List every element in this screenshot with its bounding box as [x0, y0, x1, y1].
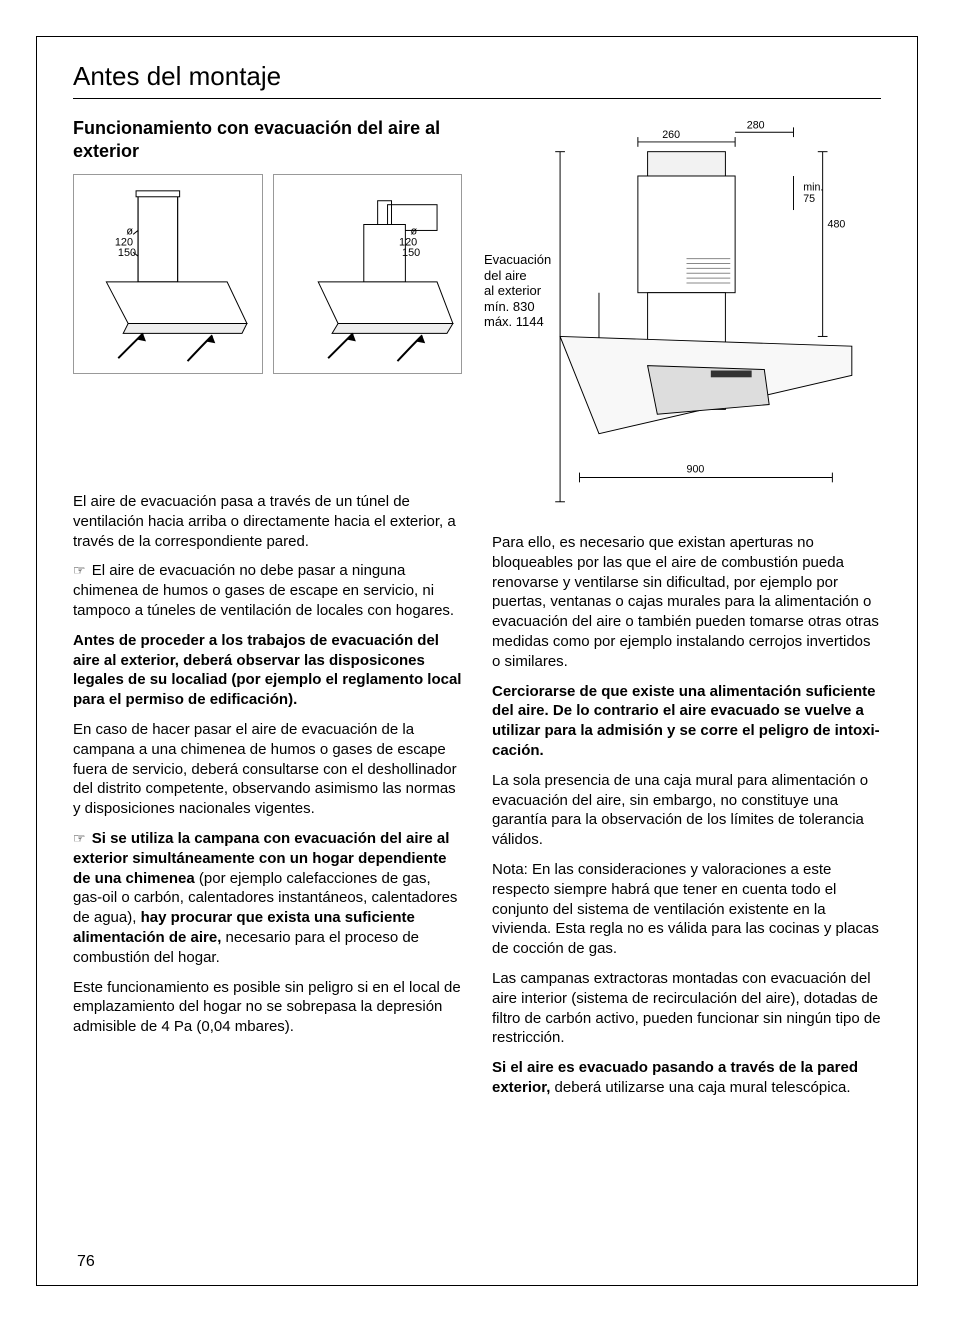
page-title: Antes del montaje — [73, 61, 881, 99]
para-l2: ☞ El aire de evacuación no debe pasar a … — [73, 561, 462, 620]
section-subtitle: Funcionamiento con evacuación del aire a… — [73, 117, 462, 162]
para-r5: Las campanas extractoras montadas con ev… — [492, 969, 881, 1048]
dim-900: 900 — [687, 464, 705, 476]
para-r3: La sola presencia de una caja mural para… — [492, 771, 881, 850]
hand-icon: ☞ — [73, 561, 86, 579]
para-l6: Este funcionamiento es posible sin pelig… — [73, 978, 462, 1037]
para-l1: El aire de evacuación pasa a través de u… — [73, 492, 462, 551]
para-r4: Nota: En las consideraciones y valoracio… — [492, 860, 881, 959]
para-l3: Antes de proceder a los trabajos de evac… — [73, 631, 462, 710]
dim-480: 480 — [828, 219, 846, 231]
page-frame: Antes del montaje Funcionamiento con eva… — [36, 36, 918, 1286]
para-l4: En caso de hacer pasar el aire de evacua… — [73, 720, 462, 819]
diameter-label: ø 120 150 — [115, 225, 136, 259]
para-r6: Si el aire es evacuado pasando a través … — [492, 1058, 881, 1098]
diagram-exhaust-wall: ø 120 150 — [273, 174, 463, 374]
page-number: 76 — [77, 1253, 95, 1271]
small-diagrams-row: ø 120 150 — [73, 174, 462, 374]
diagram-dimensions: 260 280 — [492, 117, 881, 517]
dim-280: 280 — [747, 119, 765, 131]
evacuation-label: Evacuacióndel aireal exteriormín. 830máx… — [484, 252, 569, 330]
left-column: Funcionamiento con evacuación del aire a… — [73, 117, 462, 1108]
dim-260: 260 — [662, 129, 680, 141]
two-column-layout: Funcionamiento con evacuación del aire a… — [73, 117, 881, 1108]
para-r2: Cerciorarse de que existe una alimenta­c… — [492, 682, 881, 761]
hand-icon-2: ☞ — [73, 829, 86, 847]
diagram-exhaust-up: ø 120 150 — [73, 174, 263, 374]
para-r1: Para ello, es necesario que existan aper… — [492, 533, 881, 672]
right-column: 260 280 — [492, 117, 881, 1108]
para-l5: ☞ Si se utiliza la campana con evacuació… — [73, 829, 462, 968]
